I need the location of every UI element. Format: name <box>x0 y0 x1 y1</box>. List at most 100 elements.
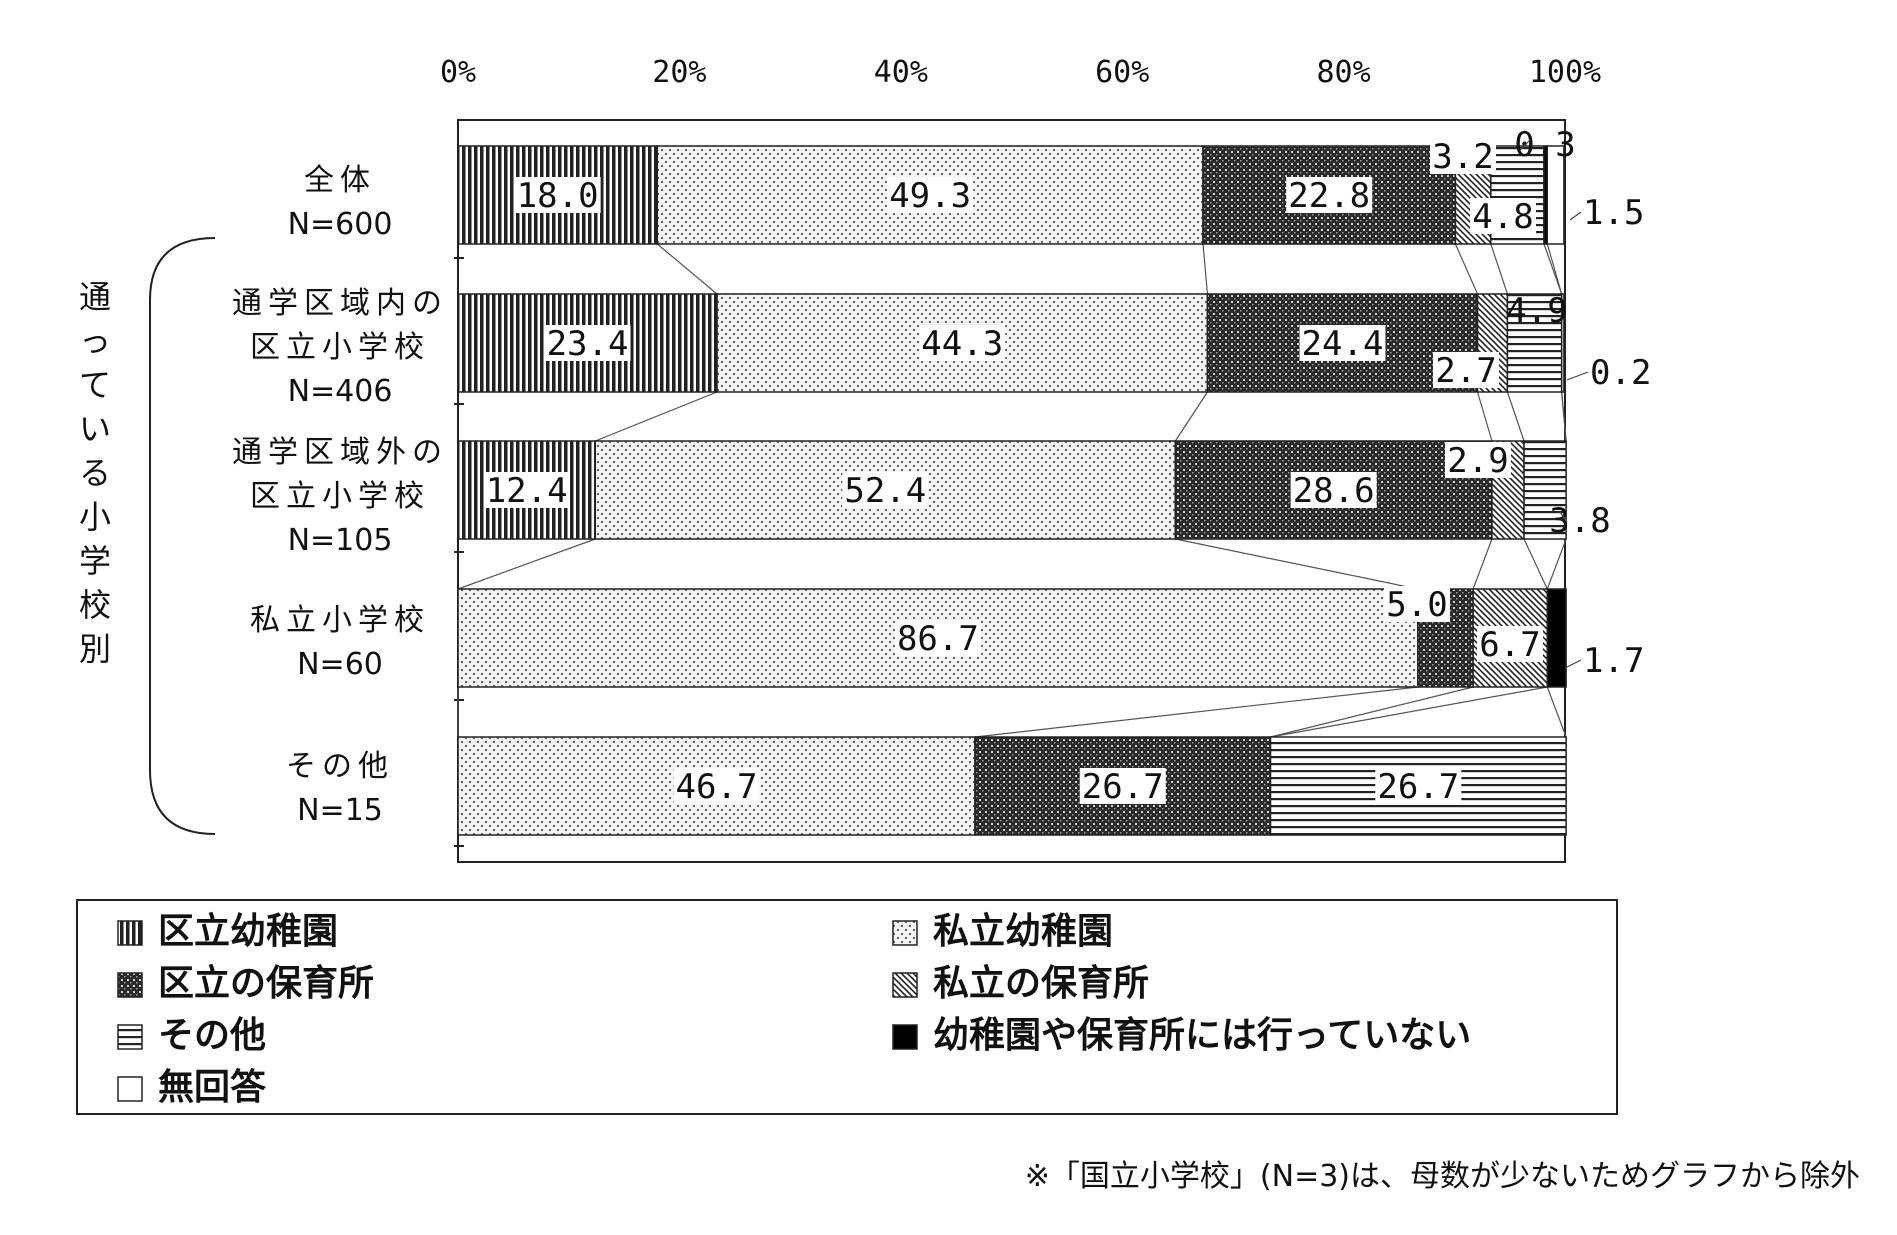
legend-label: 幼稚園や保育所には行っていない <box>933 1015 1471 1056</box>
connector-line <box>974 686 1418 738</box>
x-tick-label: 20% <box>652 55 706 90</box>
category-n-label: N=105 <box>288 523 393 558</box>
x-tick-label: 0% <box>440 55 476 90</box>
group-label-char: 学 <box>79 542 111 580</box>
category-label: 全体 <box>304 163 376 198</box>
connector-line <box>1523 538 1548 590</box>
data-label: 44.3 <box>921 324 1003 364</box>
legend-box <box>76 899 1618 1115</box>
data-label: 18.0 <box>517 176 599 216</box>
data-label: 3.8 <box>1549 501 1610 541</box>
data-label: 1.5 <box>1583 193 1644 233</box>
bar-segment <box>1560 293 1565 393</box>
connector-line <box>595 391 718 442</box>
legend-swatch <box>117 1076 143 1102</box>
legend-label: 私立幼稚園 <box>933 911 1113 952</box>
data-label-bg <box>1445 442 1511 478</box>
legend-swatch <box>892 1024 918 1050</box>
data-label: 2.7 <box>1435 351 1496 391</box>
connector-line <box>1490 243 1509 295</box>
category-n-label: N=15 <box>297 793 383 828</box>
group-label-char: 小 <box>79 498 111 536</box>
group-label-char: 別 <box>79 630 111 668</box>
category-label: 区立小学校 <box>250 330 430 365</box>
connector-line <box>1270 686 1474 738</box>
connector-line <box>1506 391 1525 442</box>
connector-line <box>1175 538 1418 590</box>
data-label-bg <box>483 472 570 508</box>
data-label-bg <box>887 177 974 213</box>
bar-segment <box>1523 440 1567 540</box>
leader-line <box>1566 371 1589 381</box>
group-label-char: い <box>79 410 111 448</box>
legend-swatch <box>892 972 918 998</box>
connector-line <box>656 243 718 295</box>
legend-label: 区立の保育所 <box>158 963 374 1004</box>
legend-swatch <box>892 920 918 946</box>
connector-line <box>1174 391 1208 442</box>
legend-swatch <box>117 920 143 946</box>
x-tick-label: 60% <box>1095 55 1149 90</box>
leader-line <box>1569 211 1582 221</box>
data-label: 4.8 <box>1472 197 1533 237</box>
legend-label: その他 <box>158 1015 266 1056</box>
group-label-char: 通 <box>79 278 111 316</box>
group-label-char: 校 <box>79 586 111 624</box>
data-label-bg <box>1433 352 1499 388</box>
x-tick-label: 40% <box>874 55 928 90</box>
data-label: 1.7 <box>1583 641 1644 681</box>
data-label: 2.9 <box>1447 441 1508 481</box>
data-label: 46.7 <box>676 767 758 807</box>
bars-layer: 18.0 49.3 22.8 23.4 44.3 24.4 12.4 52.4 28.6 86.7… <box>457 125 1651 836</box>
data-label: 52.4 <box>844 471 926 511</box>
data-label-bg <box>514 177 601 213</box>
bar-segment <box>1546 588 1567 688</box>
data-label: 22.8 <box>1288 176 1370 216</box>
data-label-bg <box>1286 177 1373 213</box>
x-tick-label: 80% <box>1317 55 1371 90</box>
data-label-bg <box>919 325 1006 361</box>
legend-swatch <box>117 972 143 998</box>
bar-segment <box>457 736 976 836</box>
data-label-bg <box>842 472 929 508</box>
data-label: 24.4 <box>1302 324 1384 364</box>
connector-line <box>1454 243 1479 295</box>
data-label: 26.7 <box>1377 767 1459 807</box>
leader-line <box>1559 511 1568 523</box>
data-label-bg <box>1470 198 1536 234</box>
connector-line <box>1546 243 1563 295</box>
data-label-bg <box>1299 325 1386 361</box>
data-label: 6.7 <box>1479 625 1540 665</box>
data-label-bg <box>544 325 631 361</box>
leader-line <box>1564 659 1582 669</box>
data-label: 5.0 <box>1386 585 1447 625</box>
data-label-bg <box>894 620 981 656</box>
category-label: その他 <box>286 749 394 784</box>
category-label: 私立小学校 <box>250 603 430 638</box>
x-tick-label: 100% <box>1529 55 1601 90</box>
connector-line <box>1546 538 1567 590</box>
group-label-char: て <box>79 366 111 404</box>
data-label: 49.3 <box>889 176 971 216</box>
connector-line <box>1202 243 1209 295</box>
legend-swatch <box>117 1024 143 1050</box>
data-label-bg <box>673 768 760 804</box>
footnote-layer: ※「国立小学校」(N=3)は、母数が少ないためグラフから除外 <box>1025 1159 1860 1194</box>
connector-line <box>1546 686 1567 738</box>
data-label: 28.6 <box>1293 471 1375 511</box>
data-label: 4.9 <box>1506 291 1567 331</box>
data-label: 26.7 <box>1082 767 1164 807</box>
legend-label: 無回答 <box>158 1067 267 1108</box>
data-label: 3.2 <box>1432 137 1493 177</box>
data-label: 0.2 <box>1590 353 1651 393</box>
category-n-label: N=406 <box>288 374 393 409</box>
group-label-char: っ <box>79 322 111 360</box>
data-label-bg <box>1079 768 1166 804</box>
category-n-label: N=600 <box>288 207 393 242</box>
leader-line <box>1519 139 1531 151</box>
data-label: 0.3 <box>1514 125 1575 165</box>
connector-lines <box>457 243 1567 738</box>
